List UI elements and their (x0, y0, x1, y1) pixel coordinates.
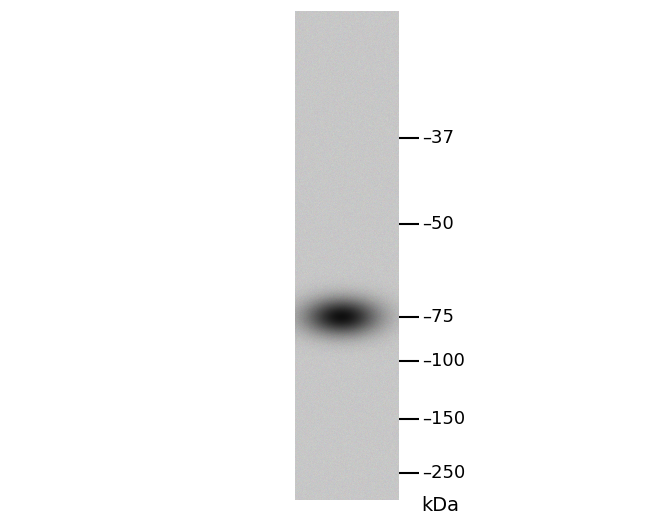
Text: –100: –100 (422, 353, 465, 370)
Text: –150: –150 (422, 410, 465, 427)
Text: kDa: kDa (421, 496, 459, 515)
Text: –37: –37 (422, 129, 454, 147)
Text: –75: –75 (422, 308, 454, 326)
Text: –250: –250 (422, 464, 466, 482)
Text: –50: –50 (422, 215, 454, 232)
